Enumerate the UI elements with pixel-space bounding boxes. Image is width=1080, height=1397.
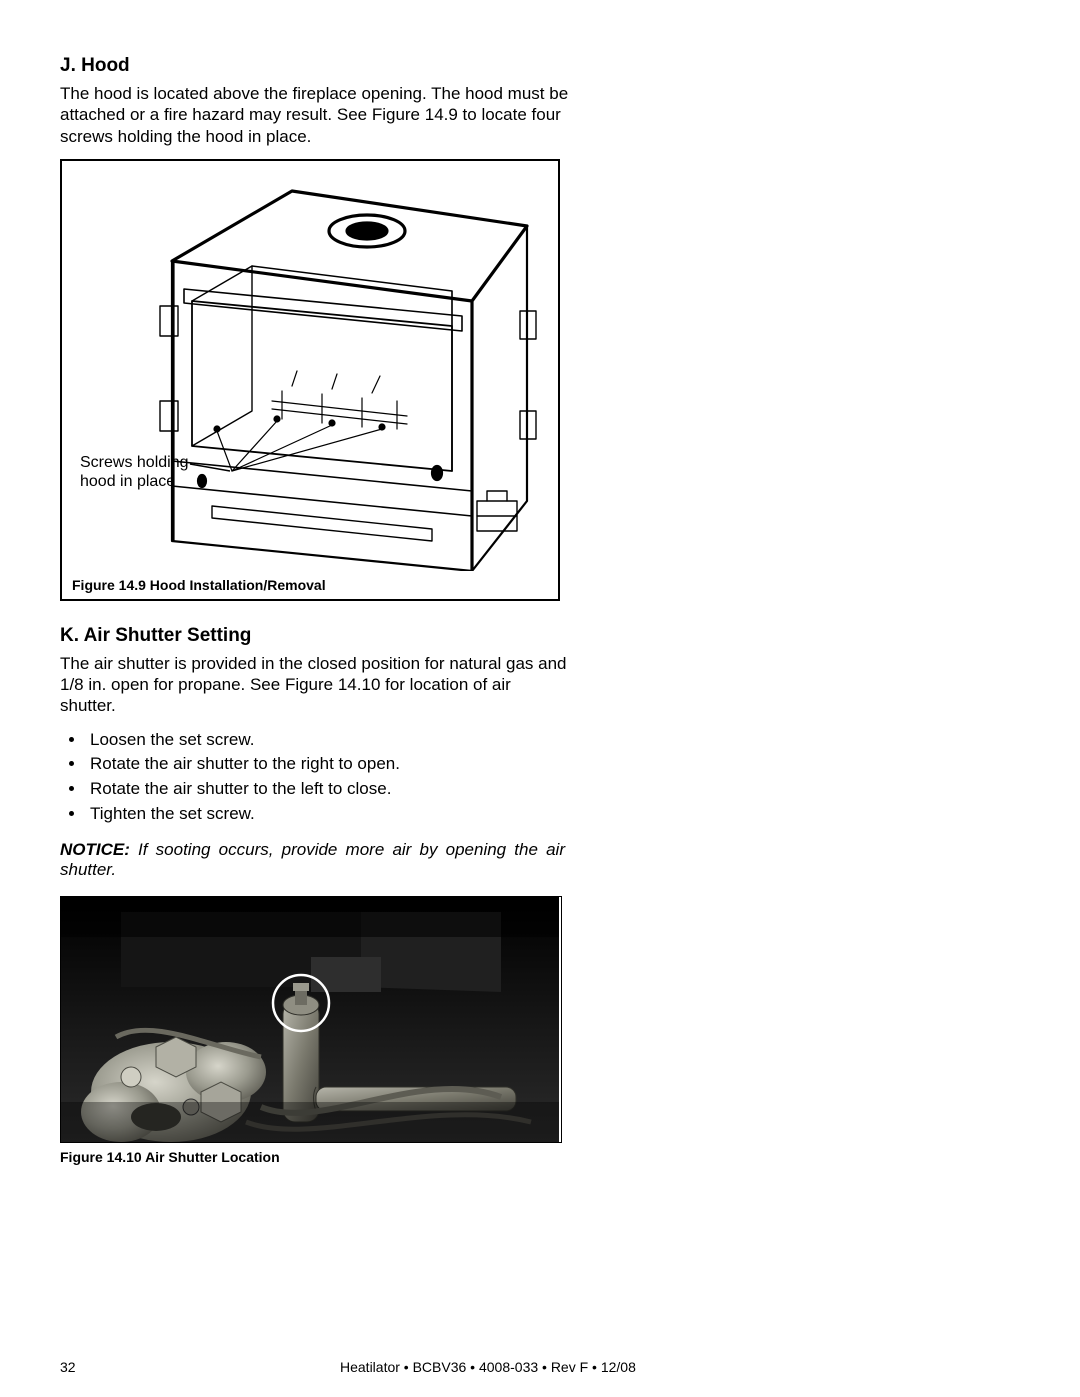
page-number: 32 <box>60 1359 76 1375</box>
figure-14-9-caption: Figure 14.9 Hood Installation/Removal <box>72 577 548 593</box>
section-k-bullets: Loosen the set screw. Rotate the air shu… <box>60 729 570 827</box>
section-k-para: The air shutter is provided in the close… <box>60 653 570 717</box>
section-j-para: The hood is located above the fireplace … <box>60 83 570 147</box>
hood-diagram-svg: Screws holding hood in place <box>72 171 548 571</box>
air-shutter-photo-svg <box>61 897 559 1142</box>
footer-doc-id: Heatilator • BCBV36 • 4008-033 • Rev F •… <box>340 1359 636 1375</box>
section-j-heading: J. Hood <box>60 55 570 77</box>
bullet-item: Loosen the set screw. <box>86 729 570 752</box>
bullet-item: Tighten the set screw. <box>86 803 570 826</box>
section-k-notice: NOTICE: If sooting occurs, provide more … <box>60 840 565 880</box>
notice-label: NOTICE: <box>60 840 130 859</box>
figure-14-9-callout: Screws holding hood in place <box>80 453 210 491</box>
figure-14-10 <box>60 896 562 1143</box>
section-k-heading: K. Air Shutter Setting <box>60 625 570 647</box>
figure-14-10-caption: Figure 14.10 Air Shutter Location <box>60 1149 570 1165</box>
bullet-item: Rotate the air shutter to the left to cl… <box>86 778 570 801</box>
figure-14-9: Screws holding hood in place Figure 14.9… <box>60 159 560 601</box>
notice-text: If sooting occurs, provide more air by o… <box>60 840 565 879</box>
bullet-item: Rotate the air shutter to the right to o… <box>86 753 570 776</box>
